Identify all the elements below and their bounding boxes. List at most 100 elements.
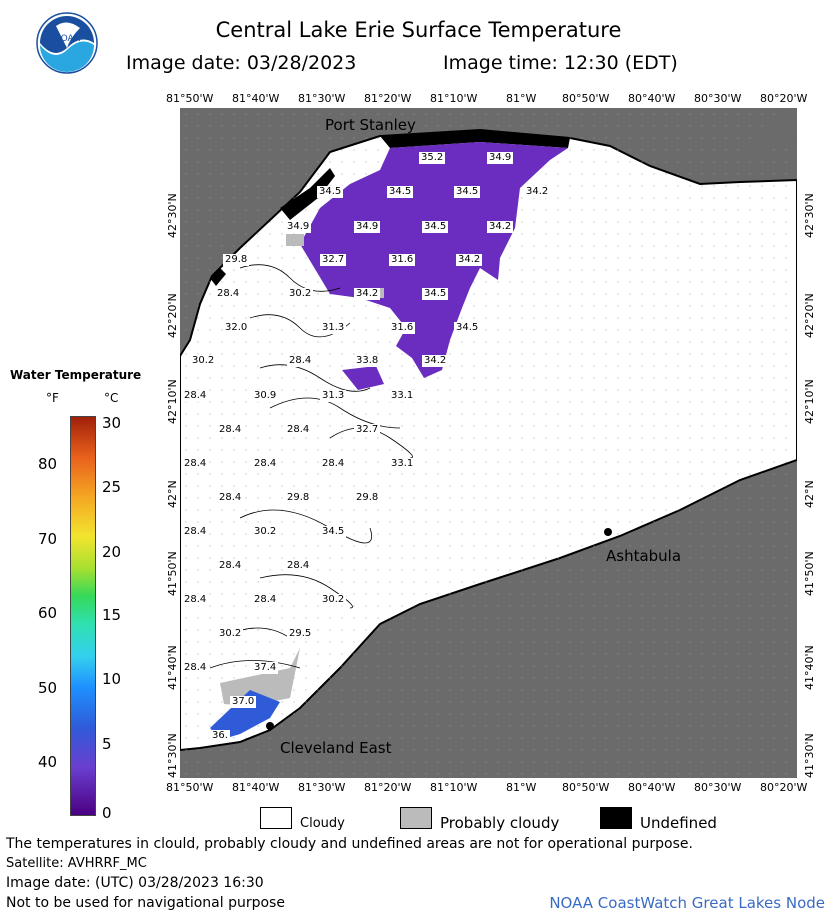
lat-tick-left: 42°30'N [166, 193, 179, 238]
page-title: Central Lake Erie Surface Temperature [215, 18, 622, 42]
temperature-label: 29.5 [287, 628, 314, 640]
lat-tick-right: 42°30'N [803, 193, 816, 238]
logo-text: NOAA [54, 34, 81, 44]
temperature-label: 34.5 [422, 221, 449, 233]
footer-satellite: Satellite: AVHRRF_MC [6, 856, 147, 871]
warm-water-region [300, 142, 568, 378]
lat-tick-left: 42°20'N [166, 293, 179, 338]
lat-tick-left: 42°10'N [166, 379, 179, 424]
lon-tick-bottom: 81°10'W [430, 781, 478, 794]
colorbar-c-tick: 10 [102, 670, 122, 688]
temperature-label: 28.4 [215, 288, 242, 300]
warmest-water-region [210, 690, 280, 740]
temperature-label: 36. [210, 730, 230, 742]
temperature-label: 34.5 [387, 186, 414, 198]
key-undefined-swatch [600, 807, 632, 829]
temperature-label: 29.8 [354, 492, 381, 504]
temperature-label: 34.5 [454, 186, 481, 198]
colorbar-f-tick: 40 [38, 753, 58, 771]
place-port-stanley: Port Stanley [325, 116, 416, 134]
lat-tick-right: 41°40'N [803, 645, 816, 690]
temperature-label: 28.4 [287, 355, 314, 367]
temperature-label: 34.5 [320, 526, 347, 538]
temperature-label: 30.2 [252, 526, 279, 538]
key-cloudy-label: Cloudy [300, 816, 345, 831]
temperature-label: 32.0 [223, 322, 250, 334]
lat-tick-right: 41°30'N [803, 733, 816, 778]
temperature-label: 31.3 [320, 322, 347, 334]
temperature-label: 37.4 [252, 662, 279, 674]
footer-utc-date: Image date: (UTC) 03/28/2023 16:30 [6, 875, 264, 891]
temperature-label: 34.2 [487, 221, 514, 233]
temperature-label: 31.6 [389, 254, 416, 266]
temperature-label: 28.4 [182, 594, 209, 606]
temperature-label: 28.4 [217, 424, 244, 436]
lon-tick-top: 80°40'W [628, 92, 676, 105]
image-time: Image time: 12:30 (EDT) [443, 52, 678, 74]
probably-cloudy-region [220, 648, 300, 706]
lon-tick-top: 80°20'W [760, 92, 808, 105]
temperature-label: 34.2 [422, 355, 449, 367]
colorbar-c-tick: 5 [102, 735, 112, 753]
temperature-label: 28.4 [217, 560, 244, 572]
temperature-label: 28.4 [217, 492, 244, 504]
colorbar-f-tick: 50 [38, 679, 58, 697]
temperature-label: 31.3 [320, 390, 347, 402]
lon-tick-top: 81°30'W [298, 92, 346, 105]
temperature-label: 30.2 [320, 594, 347, 606]
key-undefined-label: Undefined [640, 814, 717, 832]
unit-celsius: °C [104, 391, 119, 405]
lat-tick-right: 42°20'N [803, 293, 816, 338]
temperature-label: 32.7 [320, 254, 347, 266]
lon-tick-bottom: 81°40'W [232, 781, 280, 794]
temperature-colorbar [70, 416, 96, 816]
temperature-label: 34.2 [456, 254, 483, 266]
footer-nav-note: Not to be used for navigational purpose [6, 895, 285, 911]
temperature-label: 34.2 [524, 186, 551, 198]
temperature-label: 28.4 [285, 560, 312, 572]
place-ashtabula: Ashtabula [606, 547, 682, 565]
colorbar-c-tick: 25 [102, 478, 122, 496]
temperature-label: 31.6 [389, 322, 416, 334]
temperature-label: 28.4 [252, 594, 279, 606]
temperature-label: 34.9 [487, 152, 514, 164]
lat-tick-left: 42°N [166, 480, 179, 508]
temperature-label: 28.4 [252, 458, 279, 470]
footer-node: NOAA CoastWatch Great Lakes Node [549, 894, 825, 912]
lat-tick-right: 41°50'N [803, 551, 816, 596]
lon-tick-bottom: 81°20'W [364, 781, 412, 794]
temperature-label: 28.4 [182, 458, 209, 470]
lon-tick-top: 81°10'W [430, 92, 478, 105]
colorbar-f-tick: 80 [38, 455, 58, 473]
lat-tick-left: 41°50'N [166, 551, 179, 596]
lat-tick-left: 41°30'N [166, 733, 179, 778]
colorbar-c-tick: 15 [102, 606, 122, 624]
temperature-label: 28.4 [285, 424, 312, 436]
temperature-label: 33.8 [354, 355, 381, 367]
temperature-label: 30.9 [252, 390, 279, 402]
temperature-label: 33.1 [389, 458, 416, 470]
lon-tick-bottom: 80°30'W [694, 781, 742, 794]
temperature-label: 33.1 [389, 390, 416, 402]
temperature-label: 30.2 [287, 288, 314, 300]
colorbar-c-tick: 30 [102, 414, 122, 432]
temperature-label: 28.4 [182, 662, 209, 674]
colorbar-c-tick: 20 [102, 543, 122, 561]
temperature-label: 28.4 [182, 390, 209, 402]
temperature-label: 34.9 [354, 221, 381, 233]
lon-tick-top: 81°50'W [166, 92, 214, 105]
lon-tick-top: 81°40'W [232, 92, 280, 105]
lake-map [180, 108, 797, 778]
temperature-label: 34.5 [422, 288, 449, 300]
image-date: Image date: 03/28/2023 [126, 52, 357, 74]
temperature-label: 29.8 [285, 492, 312, 504]
lon-tick-bottom: 80°20'W [760, 781, 808, 794]
key-probably-cloudy-swatch [400, 807, 432, 829]
undefined-strip [380, 130, 570, 148]
temperature-label: 30.2 [217, 628, 244, 640]
noaa-logo: NOAA [36, 12, 98, 74]
lon-tick-top: 80°30'W [694, 92, 742, 105]
temperature-label: 34.9 [285, 221, 312, 233]
lon-tick-top: 81°20'W [364, 92, 412, 105]
temperature-label: 28.4 [182, 526, 209, 538]
